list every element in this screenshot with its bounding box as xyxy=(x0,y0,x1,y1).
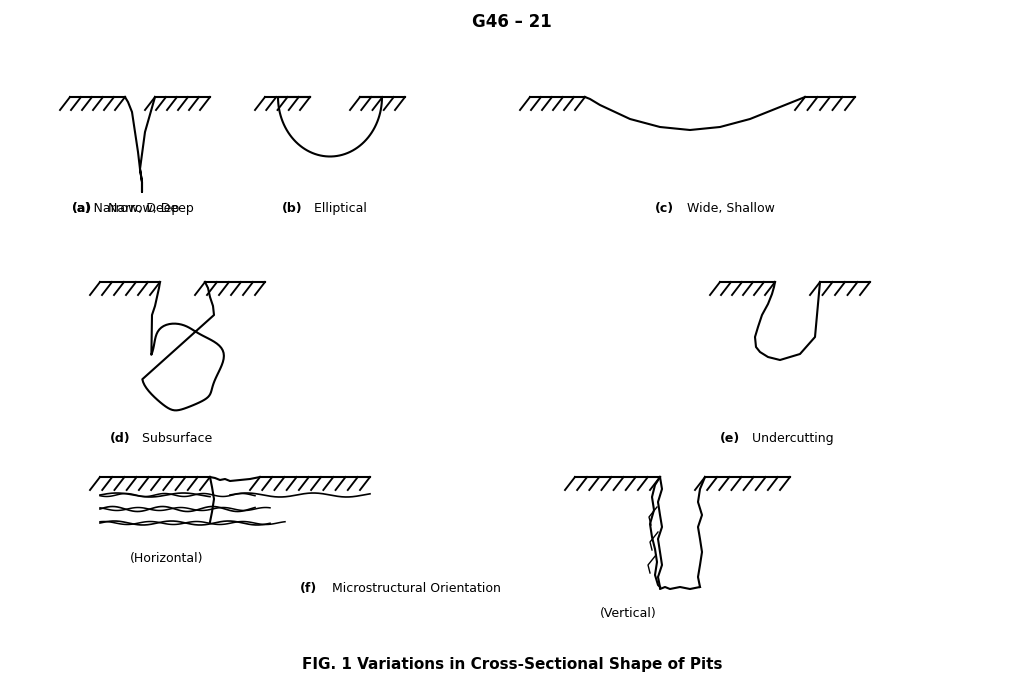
Text: (a): (a) xyxy=(72,202,92,215)
Text: (Horizontal): (Horizontal) xyxy=(130,552,204,565)
Text: FIG. 1 Variations in Cross-Sectional Shape of Pits: FIG. 1 Variations in Cross-Sectional Sha… xyxy=(302,657,722,673)
Text: Elliptical: Elliptical xyxy=(310,202,367,215)
Text: (f): (f) xyxy=(300,582,317,595)
Text: (b): (b) xyxy=(282,202,303,215)
Text: (c): (c) xyxy=(655,202,674,215)
Text: Narrow, Deep: Narrow, Deep xyxy=(104,202,194,215)
Text: G46 – 21: G46 – 21 xyxy=(472,13,552,31)
Text: Microstructural Orientation: Microstructural Orientation xyxy=(328,582,501,595)
Text: Subsurface: Subsurface xyxy=(138,432,212,445)
Text: (Vertical): (Vertical) xyxy=(600,607,656,620)
Text: (a) Narrow, Deep: (a) Narrow, Deep xyxy=(72,202,179,215)
Text: (d): (d) xyxy=(110,432,131,445)
Text: Undercutting: Undercutting xyxy=(748,432,834,445)
Text: Wide, Shallow: Wide, Shallow xyxy=(683,202,775,215)
Text: (e): (e) xyxy=(720,432,740,445)
